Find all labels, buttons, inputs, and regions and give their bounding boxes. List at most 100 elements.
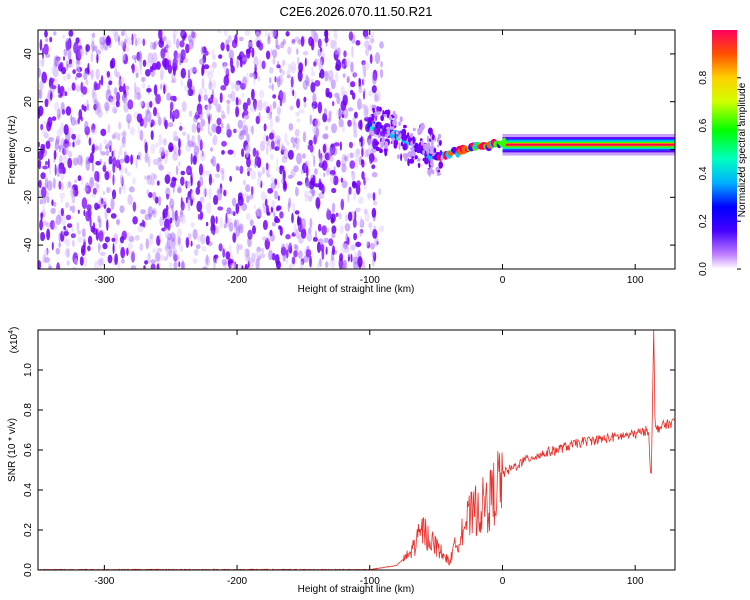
noise-blob (111, 237, 116, 242)
noise-blob (275, 37, 279, 49)
noise-blob (362, 261, 365, 267)
noise-blob (372, 229, 378, 239)
signal-scatter (434, 137, 437, 142)
noise-blob (274, 190, 278, 200)
noise-blob (221, 169, 225, 182)
noise-blob (71, 205, 75, 214)
noise-blob (276, 205, 282, 211)
noise-blob (79, 47, 85, 56)
noise-blob (253, 204, 256, 210)
noise-blob (121, 258, 125, 264)
noise-blob (152, 248, 157, 253)
signal-scatter (398, 142, 401, 150)
noise-blob (335, 59, 342, 71)
signal-scatter (404, 153, 409, 159)
noise-blob (371, 85, 377, 94)
noise-blob (304, 57, 307, 67)
noise-blob (64, 228, 68, 233)
noise-blob (112, 174, 115, 186)
noise-blob (358, 120, 363, 130)
noise-blob (42, 165, 48, 170)
spectrogram-x-label: Height of straight line (km) (298, 284, 415, 295)
noise-blob (359, 229, 363, 238)
noise-blob (197, 213, 200, 220)
noise-blob (374, 52, 381, 64)
noise-blob (361, 171, 365, 180)
noise-blob (198, 88, 204, 96)
noise-blob (369, 154, 373, 165)
noise-blob (190, 222, 195, 228)
noise-blob (259, 253, 266, 259)
noise-blob (58, 180, 62, 190)
noise-blob (171, 210, 176, 221)
noise-blob (226, 123, 230, 134)
noise-blob (226, 103, 230, 115)
signal-scatter (420, 140, 424, 145)
y-tick-label: 0.0 (23, 563, 34, 577)
noise-blob (95, 68, 100, 80)
noise-blob (365, 47, 369, 57)
noise-blob (83, 71, 88, 81)
noise-blob (251, 125, 254, 135)
noise-blob (341, 63, 345, 70)
noise-blob (162, 138, 167, 146)
noise-blob (354, 207, 361, 213)
noise-blob (269, 77, 272, 84)
noise-blob (281, 91, 286, 104)
signal-scatter (403, 124, 407, 129)
noise-blob (314, 80, 321, 87)
noise-blob (258, 75, 261, 82)
noise-blob (353, 111, 358, 119)
noise-blob (59, 61, 64, 69)
x-tick-label: -100 (360, 576, 380, 587)
noise-blob (105, 36, 112, 46)
noise-blob (120, 131, 127, 137)
noise-blob (100, 128, 107, 136)
noise-blob (103, 139, 108, 145)
noise-blob (363, 108, 366, 114)
noise-blob (322, 133, 329, 140)
noise-blob (273, 211, 276, 217)
noise-blob (205, 170, 211, 176)
noise-blob (226, 44, 230, 52)
noise-blob (244, 30, 251, 36)
noise-blob (56, 262, 61, 269)
noise-blob (315, 127, 319, 139)
noise-blob (105, 149, 109, 156)
noise-blob (121, 51, 126, 61)
noise-blob (190, 240, 193, 247)
noise-blob (72, 157, 79, 166)
noise-blob (216, 117, 222, 126)
noise-blob (345, 232, 349, 243)
signal-scatter (412, 127, 416, 132)
noise-blob (166, 193, 170, 200)
noise-blob (328, 238, 334, 247)
spectrogram-y-axis: -40 -20 0 20 40 (23, 48, 675, 252)
noise-blob (317, 101, 323, 114)
noise-blob (141, 76, 146, 83)
noise-blob (106, 71, 111, 78)
noise-blob (348, 31, 354, 41)
noise-blob (150, 263, 156, 269)
noise-blob (49, 36, 53, 43)
noise-blob (163, 256, 168, 262)
noise-blob (77, 230, 81, 235)
noise-blob (307, 77, 310, 87)
noise-blob (324, 70, 329, 82)
noise-blob (172, 30, 178, 38)
noise-blob (276, 182, 281, 189)
noise-blob (314, 230, 317, 240)
noise-blob (146, 189, 149, 196)
noise-blob (205, 235, 210, 245)
noise-blob (237, 119, 243, 129)
noise-blob (220, 85, 227, 91)
noise-blob (226, 208, 232, 214)
noise-blob (199, 139, 203, 152)
noise-blob (56, 128, 62, 138)
noise-blob (89, 216, 92, 228)
noise-blob (259, 89, 265, 99)
noise-blob (139, 243, 144, 251)
noise-blob (351, 170, 356, 181)
noise-blob (141, 219, 145, 227)
noise-blob (249, 104, 255, 113)
